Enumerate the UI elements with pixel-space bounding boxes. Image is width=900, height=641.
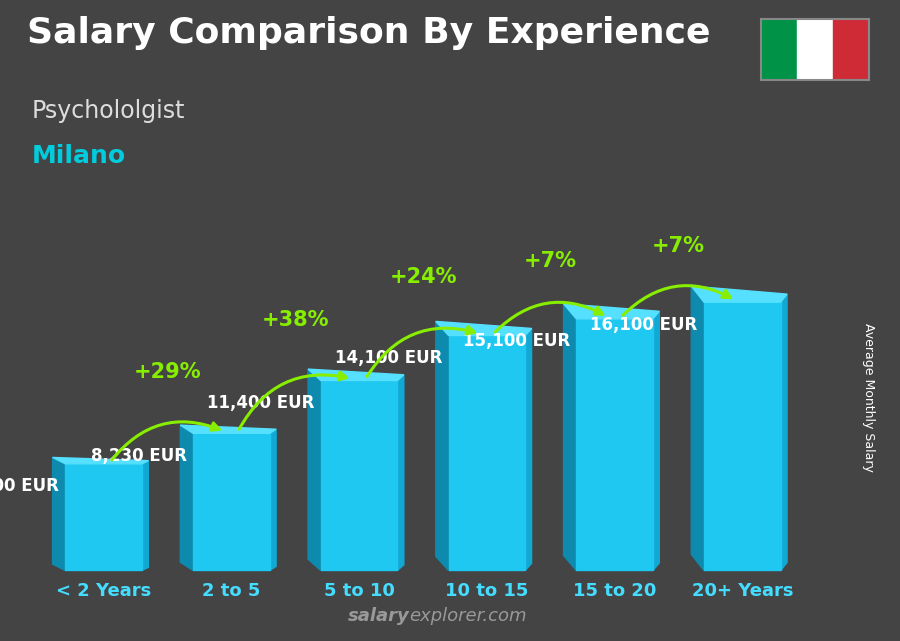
Text: +7%: +7% (524, 251, 577, 271)
Polygon shape (398, 375, 404, 570)
Polygon shape (691, 286, 704, 570)
Bar (194, 433, 270, 570)
Text: salary: salary (347, 607, 410, 625)
Bar (760, 19, 796, 80)
Bar (66, 464, 142, 570)
Text: Average Monthly Salary: Average Monthly Salary (862, 323, 875, 472)
Text: +29%: +29% (134, 362, 202, 381)
Text: 16,100 EUR: 16,100 EUR (590, 315, 698, 333)
Text: 11,400 EUR: 11,400 EUR (207, 394, 314, 412)
Bar (320, 381, 398, 570)
Text: Salary Comparison By Experience: Salary Comparison By Experience (27, 16, 710, 50)
Text: Milano: Milano (32, 144, 126, 168)
Polygon shape (142, 461, 148, 570)
Text: +7%: +7% (652, 236, 705, 256)
Polygon shape (526, 328, 532, 570)
Polygon shape (180, 425, 194, 570)
Polygon shape (52, 458, 148, 464)
Bar (796, 19, 832, 80)
Polygon shape (436, 321, 448, 570)
Polygon shape (652, 312, 660, 570)
Bar (576, 319, 652, 570)
Bar (832, 19, 868, 80)
Text: +24%: +24% (390, 267, 457, 287)
Bar (448, 335, 526, 570)
Polygon shape (308, 369, 320, 570)
Text: +38%: +38% (262, 310, 329, 330)
Polygon shape (308, 369, 404, 381)
Bar (704, 302, 780, 570)
Polygon shape (691, 286, 788, 302)
Text: 14,100 EUR: 14,100 EUR (335, 349, 442, 367)
Text: 6,400 EUR: 6,400 EUR (0, 477, 58, 495)
Text: Psychololgist: Psychololgist (32, 99, 185, 123)
Polygon shape (563, 304, 660, 319)
Text: 15,100 EUR: 15,100 EUR (463, 332, 570, 350)
Polygon shape (780, 294, 788, 570)
Polygon shape (180, 425, 276, 433)
Text: 8,230 EUR: 8,230 EUR (91, 447, 186, 465)
Polygon shape (563, 304, 576, 570)
Text: explorer.com: explorer.com (410, 607, 527, 625)
Polygon shape (52, 458, 66, 570)
Polygon shape (436, 321, 532, 335)
Polygon shape (270, 429, 276, 570)
